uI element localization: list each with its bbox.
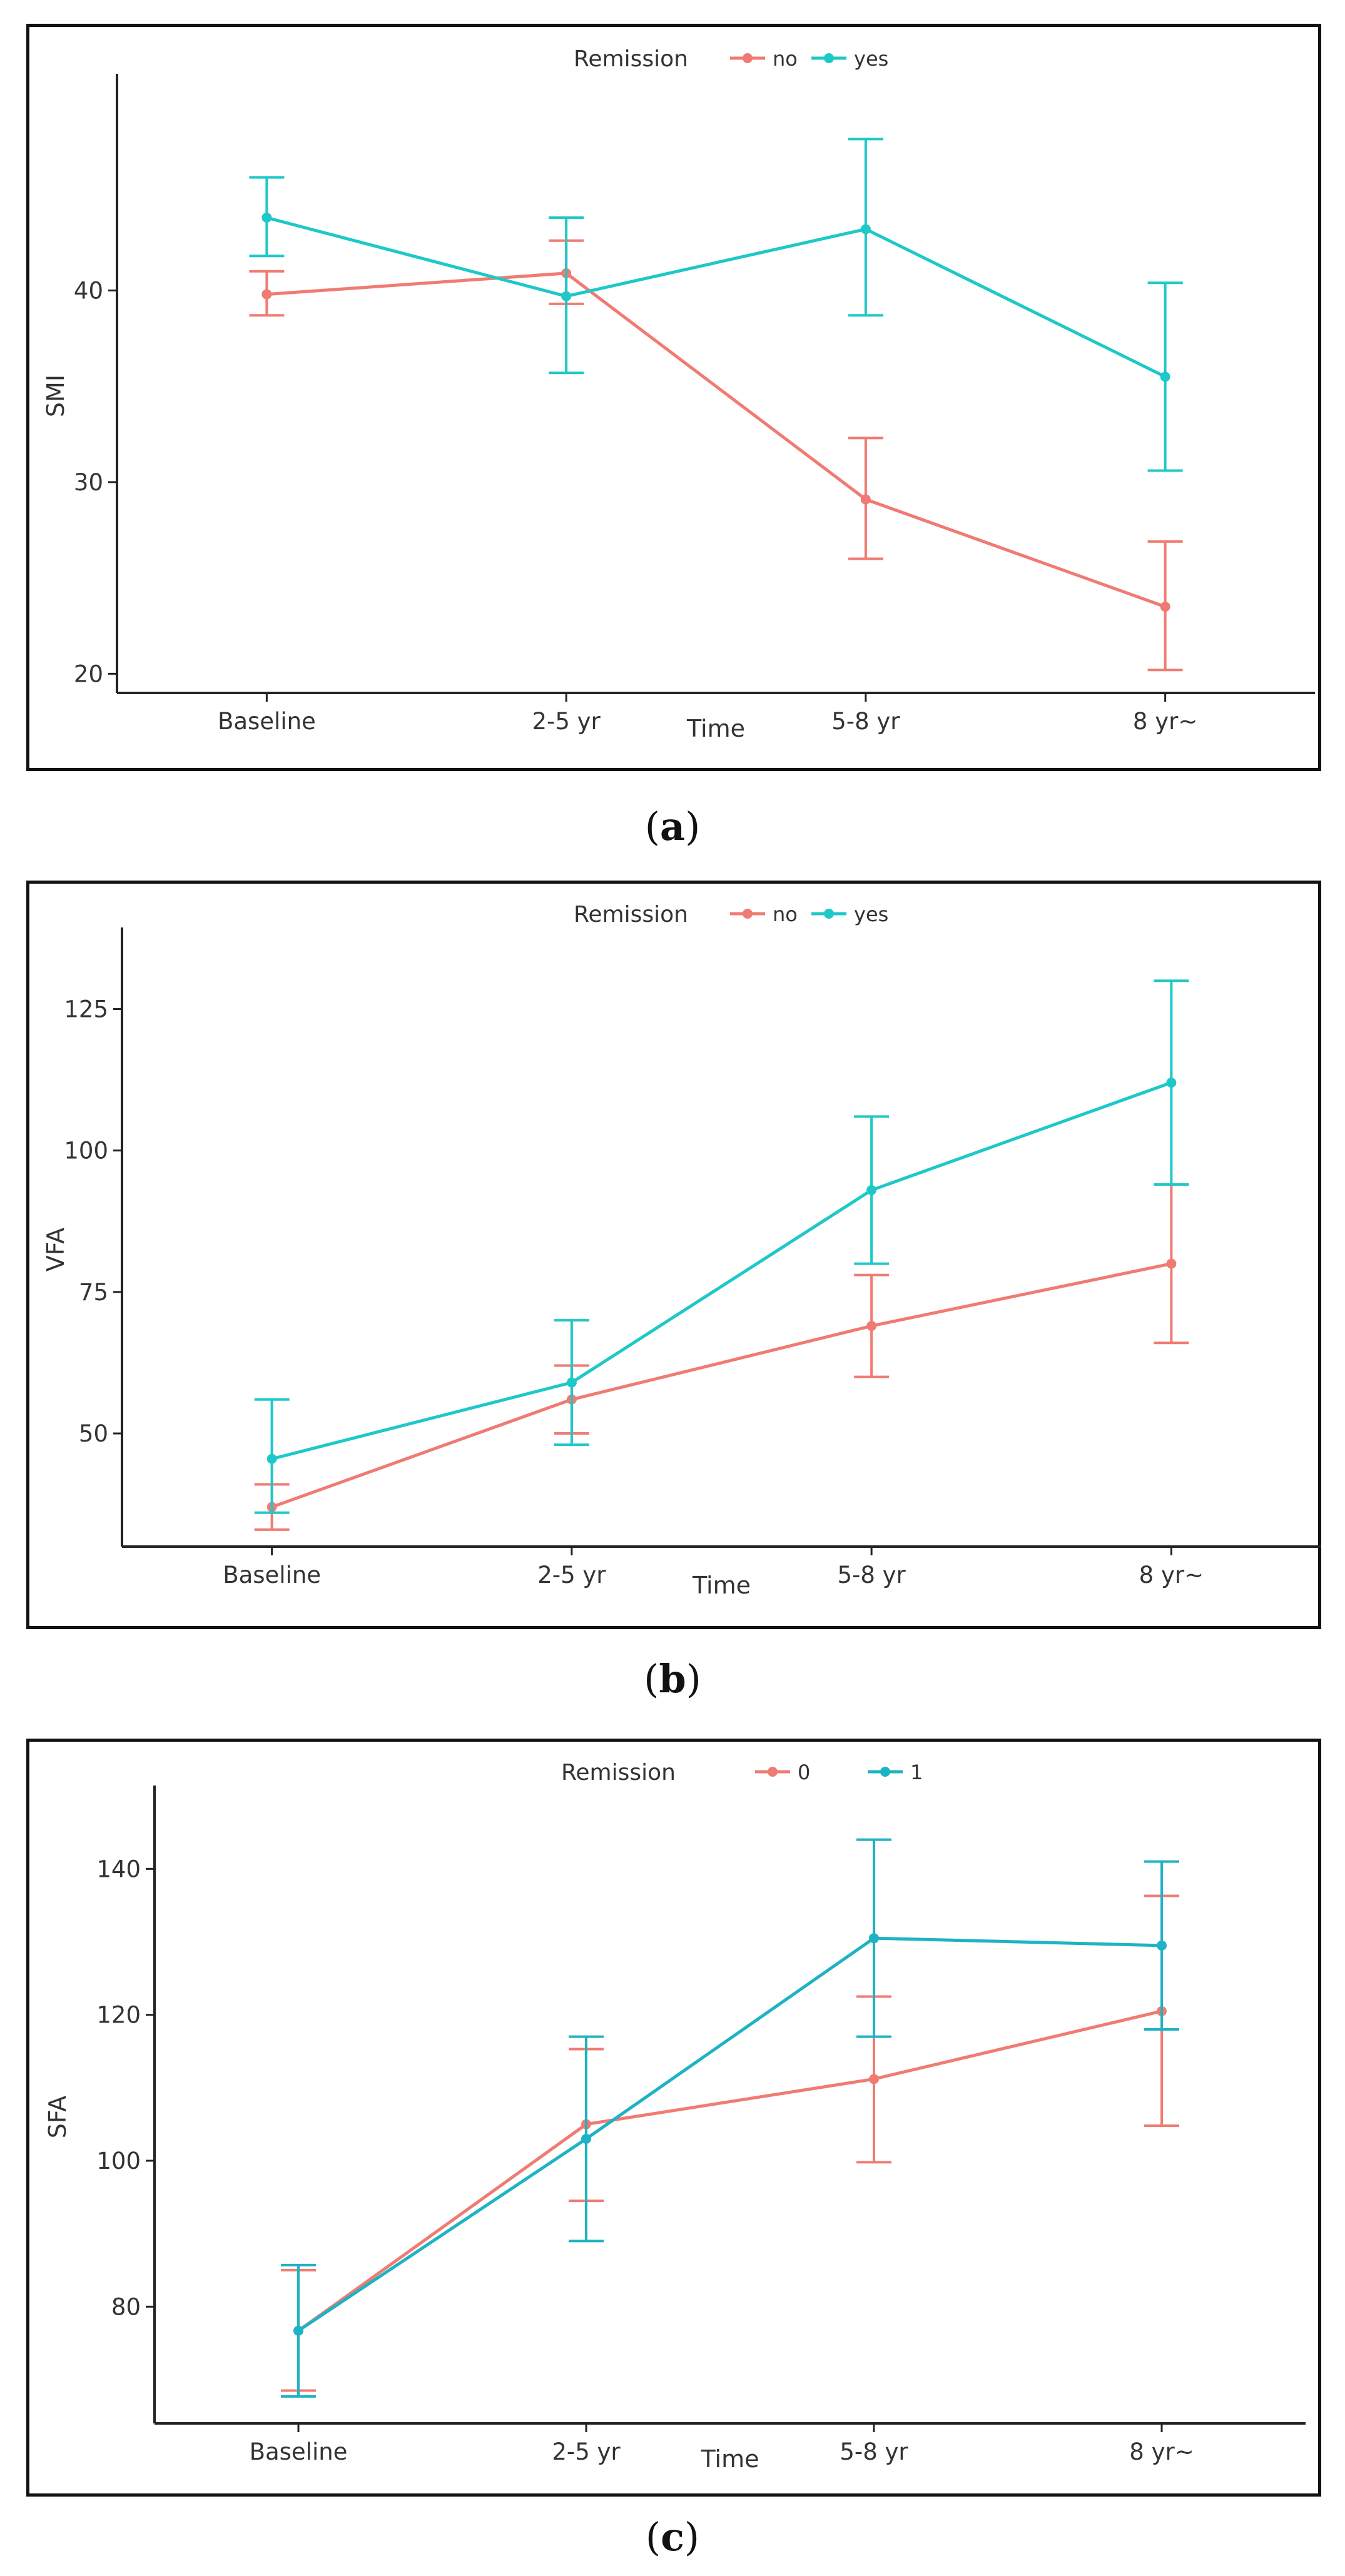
data-point-yes — [566, 1377, 577, 1388]
legend-label-no: no — [773, 902, 798, 926]
data-point-no — [1166, 1258, 1177, 1269]
data-point-no — [860, 494, 871, 505]
series-line-yes — [272, 1081, 1172, 1461]
y-tick-label: 140 — [96, 1856, 141, 1882]
data-point-yes — [561, 291, 572, 301]
data-point-1 — [869, 1933, 879, 1944]
chart-panel-b: 50 75 100 125 Baseline 2-5 yr 5-8 yr 8 yr~ Time V… — [26, 881, 1321, 1629]
y-tick-label: 30 — [74, 469, 103, 496]
caption-b: (b) — [644, 1656, 701, 1702]
caption-a: (a) — [644, 804, 701, 849]
data-point-no — [261, 289, 272, 300]
x-tick-label: 5-8 yr — [840, 2438, 908, 2465]
series-line-yes — [266, 216, 1166, 378]
legend-label-no: no — [773, 47, 798, 71]
y-axis-label: SMI — [42, 375, 69, 417]
y-tick-label: 50 — [79, 1420, 108, 1447]
data-point-yes — [860, 224, 871, 235]
y-tick-label: 80 — [111, 2293, 141, 2320]
x-tick-label: 2-5 yr — [552, 2438, 621, 2465]
legend-key-dot-yes — [824, 909, 834, 919]
legend-key-dot-1 — [880, 1767, 890, 1777]
y-axis-label: VFA — [42, 1228, 69, 1271]
data-point-0 — [869, 2074, 879, 2084]
data-point-1 — [1157, 1940, 1167, 1951]
chart-svg-b: 50 75 100 125 Baseline 2-5 yr 5-8 yr 8 yr~ Time V… — [42, 902, 1321, 1599]
legend-label-yes: yes — [854, 47, 888, 71]
series-line-1 — [297, 1936, 1162, 2332]
legend-label-1: 1 — [910, 1760, 923, 1784]
legend-label-yes: yes — [854, 902, 888, 926]
caption-c-letter: c — [661, 2514, 684, 2560]
y-tick-label: 120 — [96, 2002, 141, 2029]
legend-title: Remission — [574, 46, 688, 72]
legend-key-dot-yes — [824, 53, 834, 63]
series-line-0 — [297, 2009, 1162, 2332]
legend-key-dot-no — [743, 53, 753, 63]
x-tick-label: Baseline — [218, 708, 316, 735]
data-point-yes — [1166, 1078, 1177, 1088]
legend-title: Remission — [561, 1760, 676, 1786]
y-tick-label: 125 — [64, 996, 108, 1023]
data-point-yes — [1160, 371, 1170, 382]
data-point-yes — [261, 213, 272, 223]
x-axis-label: Time — [692, 1572, 751, 1599]
caption-b-letter: b — [659, 1656, 686, 1702]
y-tick-label: 75 — [79, 1279, 108, 1306]
data-point-no — [866, 1321, 877, 1331]
caption-a-letter: a — [659, 804, 686, 849]
data-point-yes — [266, 1453, 277, 1464]
y-tick-label: 40 — [74, 277, 103, 304]
chart-svg-a: 20 30 40 Baseline 2-5 yr 5-8 yr 8 yr~ Time SMI Re… — [42, 46, 1315, 742]
x-tick-label: 2-5 yr — [537, 1562, 606, 1589]
x-axis-label: Time — [701, 2445, 759, 2473]
x-tick-label: 8 yr~ — [1129, 2438, 1194, 2465]
x-axis-label: Time — [686, 715, 745, 742]
series-line-no — [266, 271, 1166, 609]
series-line-no — [271, 1262, 1172, 1509]
y-tick-label: 100 — [64, 1138, 108, 1164]
caption-c: (c) — [645, 2514, 700, 2560]
y-tick-label: 100 — [96, 2148, 141, 2174]
x-tick-label: Baseline — [250, 2438, 348, 2465]
y-axis-label: SFA — [44, 2096, 71, 2139]
data-point-1 — [293, 2325, 303, 2336]
y-tick-label: 20 — [74, 660, 103, 687]
data-point-no — [1160, 602, 1170, 612]
data-point-1 — [581, 2134, 591, 2144]
chart-svg-c: 80 100 120 140 Baseline 2-5 yr 5-8 yr 8 yr~ Time… — [44, 1760, 1306, 2473]
legend-key-dot-no — [743, 909, 753, 919]
x-tick-label: 8 yr~ — [1133, 708, 1197, 735]
legend-key-dot-0 — [768, 1767, 778, 1777]
x-tick-label: 5-8 yr — [831, 708, 900, 735]
legend-title: Remission — [574, 902, 688, 927]
data-point-yes — [866, 1185, 877, 1195]
chart-panel-c: 80 100 120 140 Baseline 2-5 yr 5-8 yr 8 yr~ Time… — [26, 1739, 1321, 2497]
legend-label-0: 0 — [798, 1760, 810, 1784]
x-tick-label: 5-8 yr — [837, 1562, 906, 1589]
chart-panel-a: 20 30 40 Baseline 2-5 yr 5-8 yr 8 yr~ Time SMI Re… — [26, 24, 1321, 771]
x-tick-label: 8 yr~ — [1139, 1562, 1204, 1589]
x-tick-label: Baseline — [223, 1562, 321, 1589]
x-tick-label: 2-5 yr — [532, 708, 601, 735]
